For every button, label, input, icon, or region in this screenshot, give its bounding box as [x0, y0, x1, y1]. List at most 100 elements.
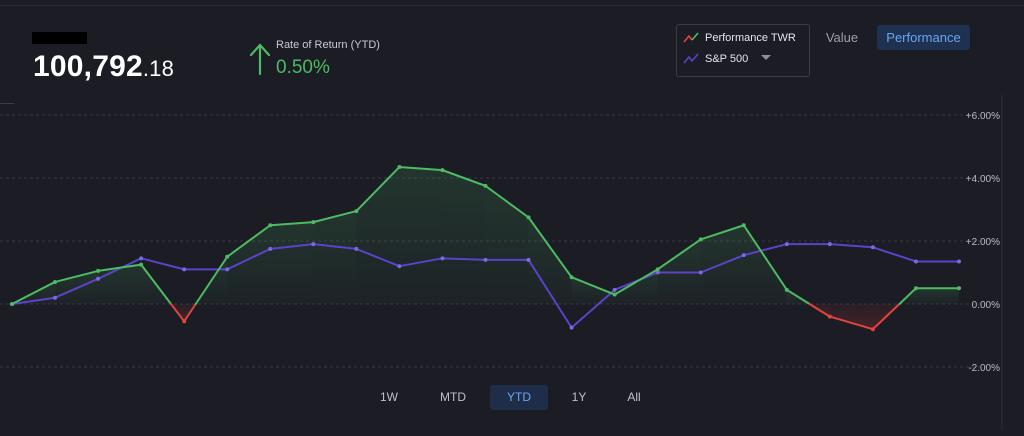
performance-point	[483, 183, 488, 188]
performance-point	[182, 319, 187, 324]
y-tick-label: +6.00%	[966, 111, 1000, 122]
performance-area-positive	[356, 166, 400, 304]
performance-area-positive	[399, 166, 443, 304]
sp500-point	[354, 246, 359, 251]
sp500-point	[440, 256, 445, 261]
performance-point	[655, 267, 660, 272]
chevron-down-icon[interactable]	[761, 55, 771, 60]
range-button-1w[interactable]: 1W	[380, 390, 398, 404]
performance-line-segment-negative	[828, 315, 874, 331]
sp500-point	[53, 295, 58, 300]
performance-point	[569, 275, 574, 280]
y-tick-label: -2.00%	[968, 363, 1000, 374]
left-divider	[0, 103, 14, 104]
sp500-point	[268, 246, 273, 251]
performance-point	[53, 279, 58, 284]
performance-point	[311, 220, 316, 225]
performance-line-segment-positive	[226, 224, 272, 258]
performance-line-segment-positive	[312, 210, 358, 224]
performance-line-segment-positive	[570, 276, 616, 296]
performance-line-segment-positive	[699, 224, 745, 241]
performance-point	[741, 223, 746, 228]
sp500-point	[225, 267, 230, 272]
performance-toggle-button[interactable]: Performance	[877, 25, 970, 50]
legend-item-performance[interactable]: Performance TWR	[683, 32, 796, 44]
performance-point	[225, 254, 230, 259]
performance-line-segment-positive	[11, 280, 57, 305]
range-button-1y[interactable]: 1Y	[571, 390, 587, 404]
performance-line-segment-positive	[484, 184, 530, 219]
performance-line-segment-positive	[355, 165, 401, 213]
range-button-all[interactable]: All	[627, 390, 641, 404]
performance-line-segment-positive	[898, 287, 917, 305]
performance-line-segment-positive	[398, 165, 444, 172]
balance-cents: .18	[142, 56, 175, 81]
performance-line-segment-negative	[170, 303, 186, 323]
performance-area-positive	[528, 217, 572, 304]
sp500-point	[957, 259, 961, 264]
sp500-point	[612, 287, 617, 292]
performance-area-positive	[614, 269, 658, 304]
performance-area-positive	[442, 170, 486, 304]
sp500-point	[827, 242, 832, 247]
sp500-point	[741, 253, 746, 258]
performance-area-positive	[571, 277, 615, 304]
balance-main: 100,792	[33, 50, 143, 83]
y-tick-label: +2.00%	[966, 237, 1000, 248]
performance-point	[354, 209, 359, 214]
performance-line-segment-positive	[441, 169, 487, 187]
performance-line-segment-positive	[656, 238, 702, 271]
sp500-point	[96, 276, 101, 281]
performance-line-segment-negative	[871, 303, 901, 331]
performance-line-segment-positive	[269, 221, 315, 227]
sp500-point	[870, 245, 875, 250]
performance-line-segment-positive	[785, 288, 811, 305]
performance-area-negative	[829, 304, 873, 330]
performance-point	[698, 237, 703, 242]
value-toggle-button[interactable]: Value	[825, 30, 859, 45]
sp500-point	[913, 259, 918, 264]
performance-point	[397, 164, 402, 169]
range-button-ytd[interactable]: YTD	[490, 385, 548, 410]
performance-line-segment-positive	[742, 224, 788, 291]
y-tick-label: +4.00%	[966, 174, 1000, 185]
performance-line-segment-positive	[527, 216, 573, 279]
sp500-point	[698, 270, 703, 275]
legend-item-sp500[interactable]: S&P 500	[683, 53, 748, 65]
performance-line-segment-positive	[613, 268, 659, 296]
sp500-point	[397, 264, 402, 269]
y-tick-label: 0.00%	[972, 300, 1000, 311]
performance-area-positive	[485, 185, 529, 304]
performance-point	[10, 302, 14, 306]
rate-of-return-label: Rate of Return (YTD)	[276, 39, 380, 51]
rate-of-return-value: 0.50%	[276, 57, 330, 78]
sp500-point	[182, 267, 187, 272]
redacted-account-name	[32, 32, 87, 44]
portfolio-balance: 100,792.18	[33, 50, 174, 84]
line-chart-icon	[683, 32, 699, 43]
performance-line-segment-negative	[183, 303, 197, 323]
sp500-point	[784, 242, 789, 247]
performance-point	[827, 314, 832, 319]
performance-point	[139, 262, 144, 267]
legend-label-sp500: S&P 500	[705, 53, 749, 65]
performance-line-segment-positive	[97, 263, 143, 272]
performance-point	[784, 287, 789, 292]
performance-area-positive	[313, 211, 357, 304]
sp500-point	[483, 257, 488, 262]
performance-point	[957, 286, 961, 291]
sp500-point	[311, 242, 316, 247]
range-button-mtd[interactable]: MTD	[440, 390, 466, 404]
sp500-point	[139, 256, 144, 261]
performance-point	[268, 223, 273, 228]
sp500-point	[526, 257, 531, 262]
performance-area-positive	[270, 222, 314, 304]
performance-line-segment-positive	[194, 255, 229, 305]
performance-area-positive	[743, 225, 787, 304]
sp500-point	[569, 325, 574, 330]
legend-label-performance: Performance TWR	[705, 32, 796, 44]
performance-line-segment-positive	[54, 269, 100, 283]
performance-point	[526, 215, 531, 220]
performance-line-segment-negative	[808, 303, 831, 318]
